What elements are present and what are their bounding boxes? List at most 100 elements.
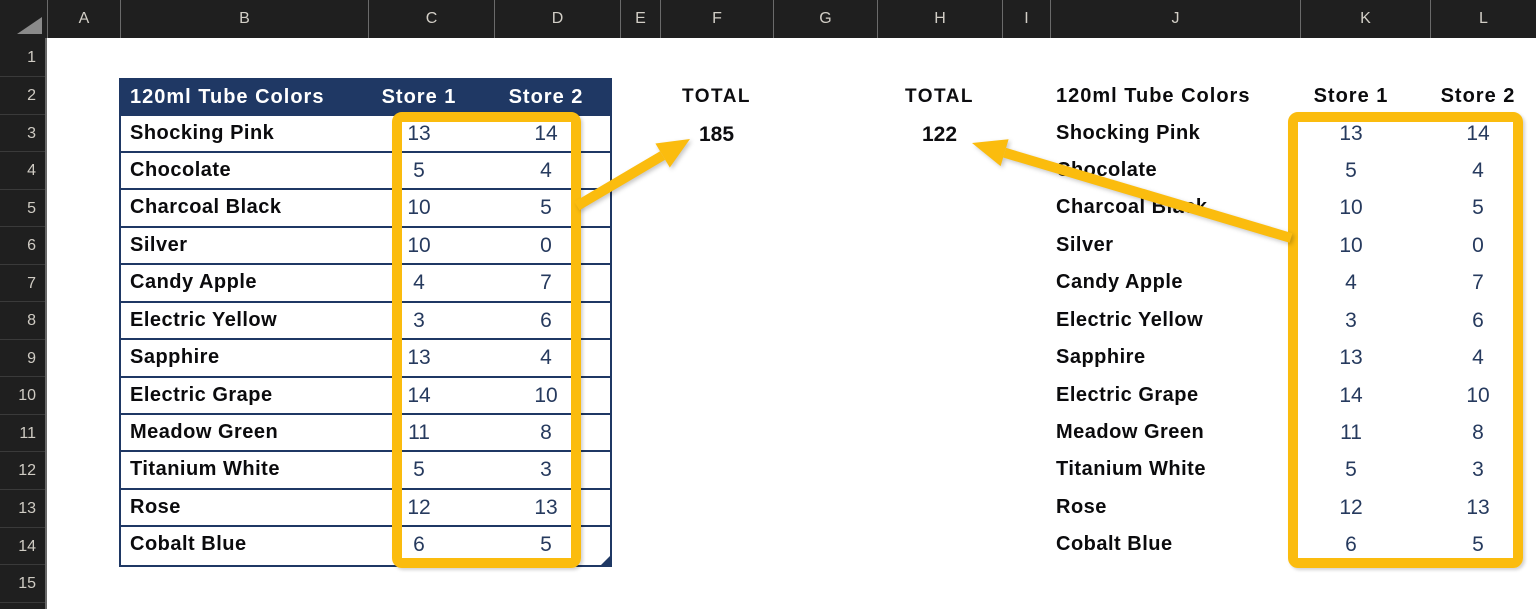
column-header[interactable]: I <box>1002 0 1050 38</box>
cell-store1-value[interactable]: 14 <box>407 383 431 407</box>
cell-color-name[interactable]: Silver <box>1056 233 1114 256</box>
cell-store1-value[interactable]: 12 <box>407 495 431 519</box>
cell-color-name[interactable]: Electric Grape <box>1056 383 1199 406</box>
left-header-store1[interactable]: Store 1 <box>381 86 457 108</box>
cell-store2-value[interactable]: 4 <box>540 346 552 370</box>
cell-store1-value[interactable]: 5 <box>1345 458 1357 482</box>
cell-color-name[interactable]: Titanium White <box>130 458 280 481</box>
cell-color-name[interactable]: Candy Apple <box>1056 271 1183 294</box>
cell-store1-value[interactable]: 14 <box>1339 383 1363 407</box>
cell-store1-value[interactable]: 3 <box>1345 308 1357 332</box>
cell-store1-value[interactable]: 4 <box>413 271 425 295</box>
cell-store1-value[interactable]: 3 <box>413 308 425 332</box>
cell-color-name[interactable]: Chocolate <box>130 158 232 181</box>
cell-store2-value[interactable]: 6 <box>1472 308 1484 332</box>
cell-color-name[interactable]: Titanium White <box>1056 458 1206 481</box>
cell-store2-value[interactable]: 4 <box>540 158 552 182</box>
column-header[interactable]: J <box>1050 0 1300 38</box>
right-header-store2[interactable]: Store 2 <box>1440 85 1516 107</box>
cell-color-name[interactable]: Sapphire <box>1056 346 1146 369</box>
row-header[interactable]: 13 <box>0 490 45 528</box>
cell-store2-value[interactable]: 5 <box>1472 533 1484 557</box>
row-header[interactable]: 15 <box>0 565 45 603</box>
cell-store2-value[interactable]: 3 <box>540 458 552 482</box>
table-resize-handle[interactable] <box>601 556 610 565</box>
row-header[interactable]: 3 <box>0 115 45 153</box>
cell-store2-value[interactable]: 0 <box>1472 233 1484 257</box>
cell-store2-value[interactable]: 3 <box>1472 458 1484 482</box>
cell-store1-value[interactable]: 11 <box>1340 421 1362 444</box>
cell-color-name[interactable]: Charcoal Black <box>130 196 282 219</box>
right-header-store1[interactable]: Store 1 <box>1313 85 1389 107</box>
cell-store2-value[interactable]: 7 <box>1472 271 1484 295</box>
column-header[interactable]: D <box>494 0 620 38</box>
cell-store1-value[interactable]: 6 <box>1345 533 1357 557</box>
cell-store2-value[interactable]: 10 <box>1466 383 1490 407</box>
cell-color-name[interactable]: Sapphire <box>130 346 220 369</box>
left-header-name[interactable]: 120ml Tube Colors <box>130 86 325 108</box>
total-value-left[interactable]: 185 <box>698 122 735 146</box>
row-header[interactable]: 1 <box>0 38 45 77</box>
cell-color-name[interactable]: Electric Yellow <box>130 308 278 331</box>
cell-store2-value[interactable]: 5 <box>540 533 552 557</box>
cell-store2-value[interactable]: 8 <box>1472 421 1484 444</box>
cell-color-name[interactable]: Electric Yellow <box>1056 308 1204 331</box>
row-header[interactable]: 5 <box>0 190 45 228</box>
cell-color-name[interactable]: Meadow Green <box>1056 421 1205 443</box>
row-header[interactable]: 14 <box>0 528 45 566</box>
cell-store2-value[interactable]: 14 <box>1466 121 1490 145</box>
cell-store1-value[interactable]: 10 <box>1339 233 1363 257</box>
cell-color-name[interactable]: Shocking Pink <box>1056 121 1201 144</box>
cell-color-name[interactable]: Shocking Pink <box>130 121 275 144</box>
cell-store1-value[interactable]: 10 <box>1339 196 1363 220</box>
cell-store1-value[interactable]: 5 <box>1345 158 1357 182</box>
cell-color-name[interactable]: Silver <box>130 233 188 256</box>
row-header[interactable]: 6 <box>0 227 45 265</box>
cell-color-name[interactable]: Charcoal Black <box>1056 196 1208 219</box>
total-value-right[interactable]: 122 <box>921 122 958 146</box>
cell-store2-value[interactable]: 4 <box>1472 158 1484 182</box>
cell-store1-value[interactable]: 5 <box>413 158 425 182</box>
cell-store1-value[interactable]: 12 <box>1339 495 1363 519</box>
cell-store1-value[interactable]: 10 <box>407 196 431 220</box>
cell-store1-value[interactable]: 13 <box>407 121 431 145</box>
column-header[interactable]: H <box>877 0 1002 38</box>
row-header[interactable]: 10 <box>0 377 45 415</box>
cell-store1-value[interactable]: 4 <box>1345 271 1357 295</box>
column-header[interactable]: L <box>1430 0 1536 38</box>
cell-store2-value[interactable]: 6 <box>540 308 552 332</box>
column-header[interactable]: C <box>368 0 494 38</box>
cell-store2-value[interactable]: 5 <box>540 196 552 220</box>
cell-store1-value[interactable]: 6 <box>413 533 425 557</box>
cell-color-name[interactable]: Electric Grape <box>130 383 273 406</box>
total-label-right[interactable]: TOTAL <box>904 86 975 107</box>
cell-color-name[interactable]: Rose <box>1056 495 1107 518</box>
row-header[interactable]: 7 <box>0 265 45 303</box>
row-header[interactable]: 12 <box>0 452 45 491</box>
cell-store1-value[interactable]: 5 <box>413 458 425 482</box>
cell-store2-value[interactable]: 5 <box>1472 196 1484 220</box>
column-header[interactable]: A <box>47 0 120 38</box>
cell-store2-value[interactable]: 13 <box>1466 495 1490 519</box>
cell-store2-value[interactable]: 8 <box>540 421 552 444</box>
cell-color-name[interactable]: Cobalt Blue <box>1056 533 1173 556</box>
cell-store1-value[interactable]: 13 <box>407 346 431 370</box>
cell-store2-value[interactable]: 13 <box>534 495 558 519</box>
column-header[interactable]: K <box>1300 0 1430 38</box>
total-label-left[interactable]: TOTAL <box>681 86 752 107</box>
cell-store1-value[interactable]: 10 <box>407 233 431 257</box>
cell-store2-value[interactable]: 10 <box>534 383 558 407</box>
cell-color-name[interactable]: Rose <box>130 495 181 518</box>
cell-store2-value[interactable]: 0 <box>540 233 552 257</box>
cell-store2-value[interactable]: 7 <box>540 271 552 295</box>
select-all-button[interactable] <box>0 0 47 38</box>
cell-store2-value[interactable]: 14 <box>534 121 558 145</box>
row-header[interactable]: 2 <box>0 77 45 115</box>
cell-color-name[interactable]: Candy Apple <box>130 271 257 294</box>
cell-store1-value[interactable]: 11 <box>408 421 430 444</box>
left-header-store2[interactable]: Store 2 <box>508 86 584 108</box>
row-header[interactable]: 11 <box>0 415 45 453</box>
column-header[interactable]: G <box>773 0 877 38</box>
row-header[interactable]: 8 <box>0 302 45 340</box>
cell-color-name[interactable]: Cobalt Blue <box>130 533 247 556</box>
